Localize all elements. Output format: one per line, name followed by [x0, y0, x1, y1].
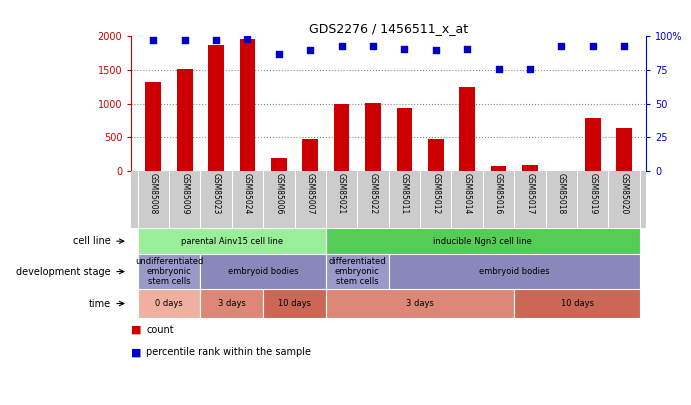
Point: [211, 37, 222, 44]
Text: GSM85021: GSM85021: [337, 173, 346, 214]
Bar: [397, 108, 413, 171]
Bar: [388, 254, 640, 289]
Text: time: time: [88, 298, 111, 309]
Bar: [616, 128, 632, 171]
Point: [179, 37, 190, 44]
Text: GSM85022: GSM85022: [368, 173, 377, 214]
Bar: [271, 158, 287, 171]
Text: count: count: [146, 325, 174, 335]
Point: [618, 43, 630, 49]
Text: inducible Ngn3 cell line: inducible Ngn3 cell line: [433, 237, 532, 246]
Bar: [514, 289, 640, 318]
Point: [399, 45, 410, 52]
Bar: [145, 82, 161, 171]
Text: embryoid bodies: embryoid bodies: [228, 267, 299, 276]
Text: 3 days: 3 days: [406, 299, 434, 308]
Title: GDS2276 / 1456511_x_at: GDS2276 / 1456511_x_at: [309, 22, 468, 35]
Text: ■: ■: [131, 347, 145, 357]
Text: GSM85023: GSM85023: [211, 173, 220, 214]
Bar: [428, 139, 444, 171]
Point: [148, 37, 159, 44]
Point: [493, 66, 504, 72]
Bar: [138, 254, 200, 289]
Bar: [460, 87, 475, 171]
Bar: [326, 228, 640, 254]
Bar: [326, 289, 514, 318]
Text: GSM85018: GSM85018: [557, 173, 566, 214]
Text: percentile rank within the sample: percentile rank within the sample: [146, 347, 312, 357]
Text: GSM85011: GSM85011: [400, 173, 409, 214]
Bar: [177, 69, 193, 171]
Point: [368, 43, 379, 49]
Text: GSM85006: GSM85006: [274, 173, 283, 214]
Bar: [138, 228, 326, 254]
Text: GSM85014: GSM85014: [463, 173, 472, 214]
Text: GSM85008: GSM85008: [149, 173, 158, 214]
Text: GSM85016: GSM85016: [494, 173, 503, 214]
Text: GSM85012: GSM85012: [431, 173, 440, 214]
Text: GSM85017: GSM85017: [525, 173, 534, 214]
Text: 10 days: 10 days: [278, 299, 311, 308]
Bar: [326, 254, 388, 289]
Point: [587, 43, 598, 49]
Bar: [200, 254, 326, 289]
Text: 0 days: 0 days: [155, 299, 183, 308]
Point: [524, 66, 536, 72]
Text: GSM85007: GSM85007: [305, 173, 314, 214]
Text: development stage: development stage: [16, 266, 111, 277]
Bar: [208, 45, 224, 171]
Text: ■: ■: [131, 325, 145, 335]
Text: 10 days: 10 days: [560, 299, 594, 308]
Text: differentiated
embryonic
stem cells: differentiated embryonic stem cells: [328, 257, 386, 286]
Bar: [240, 39, 255, 171]
Point: [430, 47, 442, 53]
Text: 3 days: 3 days: [218, 299, 246, 308]
Text: GSM85019: GSM85019: [588, 173, 597, 214]
Bar: [491, 166, 507, 171]
Point: [242, 36, 253, 43]
Text: undifferentiated
embryonic
stem cells: undifferentiated embryonic stem cells: [135, 257, 203, 286]
Bar: [303, 139, 318, 171]
Point: [462, 45, 473, 52]
Bar: [522, 165, 538, 171]
Point: [274, 51, 285, 57]
Text: parental Ainv15 cell line: parental Ainv15 cell line: [180, 237, 283, 246]
Text: GSM85009: GSM85009: [180, 173, 189, 214]
Text: cell line: cell line: [73, 236, 111, 246]
Point: [556, 43, 567, 49]
Text: GSM85020: GSM85020: [620, 173, 629, 214]
Bar: [334, 104, 350, 171]
Bar: [365, 103, 381, 171]
Bar: [200, 289, 263, 318]
Text: embryoid bodies: embryoid bodies: [479, 267, 549, 276]
Bar: [585, 118, 600, 171]
Bar: [263, 289, 326, 318]
Bar: [138, 289, 200, 318]
Point: [336, 43, 347, 49]
Text: GSM85024: GSM85024: [243, 173, 252, 214]
Point: [305, 47, 316, 53]
